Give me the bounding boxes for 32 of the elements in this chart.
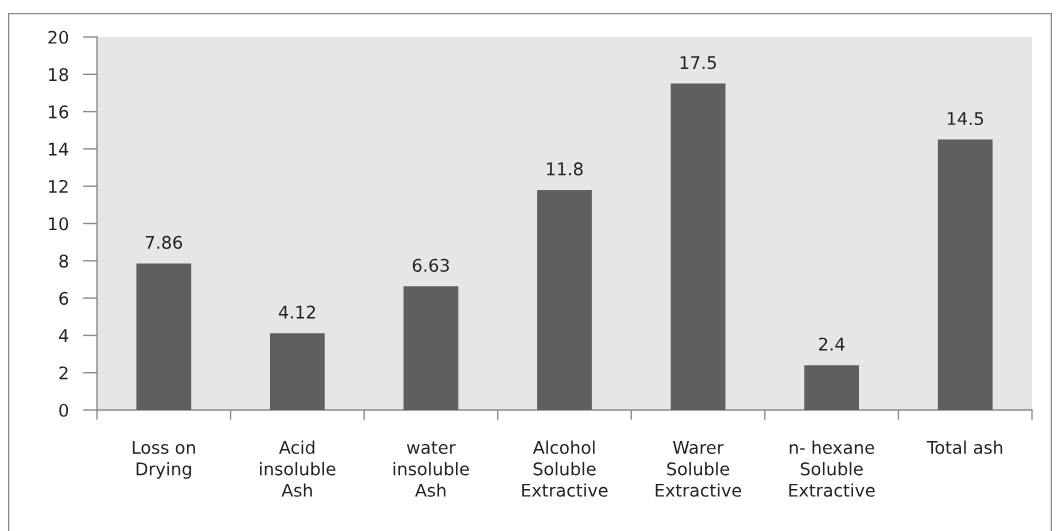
- bar: [937, 139, 993, 410]
- x-tick-label: water insoluble Ash: [393, 441, 469, 497]
- x-tick-label: Warer Soluble Extractive: [655, 441, 742, 497]
- y-tick-label: 12: [49, 179, 68, 193]
- y-tick-label: 8: [59, 254, 69, 268]
- data-label: 14.5: [947, 112, 984, 126]
- y-tick-label: 6: [59, 291, 69, 305]
- bar: [136, 263, 192, 410]
- x-tick-label: Total ash: [926, 440, 1003, 454]
- data-label: 11.8: [547, 162, 583, 176]
- x-tick-label: Acid insoluble Ash: [260, 440, 336, 497]
- x-tick-label: Loss on Drying: [132, 441, 195, 479]
- data-label: 17.5: [680, 56, 716, 70]
- data-label: 7.86: [145, 235, 183, 249]
- x-tick-label: n- hexane Soluble Extractive: [789, 440, 875, 497]
- y-tick-label: 4: [59, 329, 69, 342]
- y-tick-label: 18: [49, 68, 69, 82]
- y-tick-label: 16: [49, 105, 69, 119]
- data-label: 6.63: [412, 258, 449, 272]
- data-label: 4.12: [278, 305, 315, 319]
- y-tick-label: 2: [59, 366, 68, 380]
- bar: [670, 83, 726, 410]
- bar: [804, 365, 860, 410]
- y-tick-label: 20: [48, 30, 69, 44]
- y-tick-label: 10: [49, 217, 69, 231]
- bar: [403, 286, 459, 410]
- y-tick-label: 14: [49, 142, 69, 156]
- bar: [269, 333, 325, 410]
- bar: [537, 189, 592, 410]
- y-tick-label: 0: [59, 403, 69, 417]
- x-tick-label: Alcohol Soluble Extractive: [522, 440, 608, 497]
- data-label: 2.4: [819, 337, 845, 351]
